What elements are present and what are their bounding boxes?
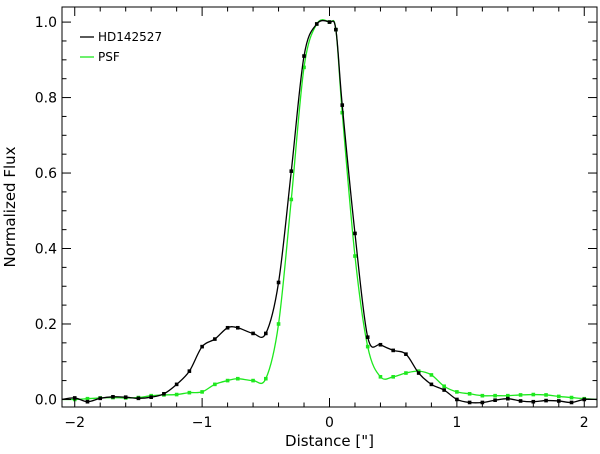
- data-point-hd142527: [174, 382, 179, 387]
- data-point-hd142527: [289, 169, 294, 173]
- y-tick-label: 1.0: [35, 15, 57, 31]
- x-tick-label: −1: [192, 415, 213, 431]
- data-point-psf: [480, 393, 485, 398]
- data-point-hd142527: [85, 399, 90, 404]
- data-point-hd142527: [187, 369, 192, 373]
- data-point-hd142527: [276, 280, 281, 285]
- data-point-hd142527: [365, 335, 370, 339]
- data-point-psf: [416, 369, 421, 373]
- data-point-hd142527: [149, 395, 153, 399]
- legend-label-psf: PSF: [98, 50, 120, 64]
- y-tick-label: 0.8: [35, 91, 57, 107]
- axes-layer: −2 −1 0 1 2 0.0 0.2 0.4 0.6 0.8 1.0: [35, 6, 598, 431]
- data-point-hd142527: [353, 231, 357, 236]
- data-point-hd142527: [569, 400, 574, 405]
- data-point-psf: [429, 373, 434, 377]
- data-point-hd142527: [556, 399, 561, 403]
- data-point-psf: [353, 254, 357, 258]
- data-point-psf: [85, 396, 90, 401]
- data-point-psf: [225, 378, 230, 383]
- x-axis-label: Distance ["]: [285, 432, 374, 450]
- data-point-hd142527: [531, 399, 536, 404]
- data-point-psf: [302, 65, 306, 70]
- y-tick-label: 0.4: [35, 242, 57, 258]
- plot-frame: [61, 6, 598, 408]
- data-point-hd142527: [98, 396, 103, 401]
- data-point-psf: [174, 392, 179, 397]
- data-point-hd142527: [467, 400, 472, 405]
- data-point-psf: [404, 371, 408, 375]
- data-point-hd142527: [416, 371, 421, 375]
- data-point-hd142527: [136, 396, 141, 401]
- data-point-psf: [493, 393, 497, 398]
- data-point-hd142527: [493, 398, 497, 403]
- data-point-hd142527: [442, 388, 446, 392]
- x-tick-label: 2: [580, 415, 589, 431]
- data-point-hd142527: [200, 344, 204, 349]
- data-point-hd142527: [213, 337, 217, 341]
- data-point-hd142527: [162, 391, 166, 396]
- data-point-psf: [289, 197, 294, 202]
- data-point-hd142527: [302, 54, 306, 58]
- legend-label-hd142527: HD142527: [98, 30, 162, 44]
- x-tick-label: 1: [452, 415, 461, 431]
- data-point-psf: [276, 322, 281, 326]
- x-tick-label: −2: [64, 415, 85, 431]
- data-point-hd142527: [391, 348, 395, 353]
- data-point-psf: [251, 378, 255, 383]
- data-point-psf: [455, 390, 459, 394]
- data-point-psf: [200, 390, 204, 394]
- data-point-hd142527: [123, 395, 128, 399]
- data-point-psf: [235, 376, 240, 381]
- data-point-hd142527: [544, 398, 548, 403]
- y-tick-label: 0.6: [35, 166, 57, 182]
- data-point-psf: [518, 393, 523, 397]
- series-line-hd142527: [62, 19, 597, 404]
- data-point-hd142527: [429, 382, 434, 387]
- data-point-hd142527: [327, 20, 332, 24]
- y-tick-label: 0.2: [35, 317, 57, 333]
- data-point-psf: [391, 375, 395, 379]
- data-point-hd142527: [404, 352, 408, 356]
- data-point-hd142527: [314, 22, 319, 26]
- data-point-hd142527: [225, 325, 230, 330]
- data-point-psf: [442, 384, 446, 389]
- data-point-hd142527: [334, 27, 338, 32]
- data-point-hd142527: [111, 395, 115, 399]
- data-point-psf: [213, 382, 217, 387]
- data-point-psf: [365, 344, 370, 349]
- data-point-psf: [556, 394, 561, 399]
- data-point-psf: [187, 390, 192, 395]
- data-point-hd142527: [340, 103, 345, 107]
- series-line-psf: [62, 19, 597, 401]
- data-point-psf: [569, 395, 574, 400]
- data-point-hd142527: [378, 342, 383, 347]
- data-point-hd142527: [264, 331, 268, 336]
- data-point-psf: [378, 375, 383, 379]
- legend: HD142527 PSF: [80, 30, 162, 64]
- data-point-hd142527: [235, 325, 240, 330]
- data-point-hd142527: [251, 331, 255, 336]
- data-point-psf: [340, 110, 345, 115]
- data-point-hd142527: [518, 399, 523, 403]
- y-tick-label: 0.0: [35, 392, 57, 408]
- data-point-hd142527: [506, 396, 510, 401]
- data-point-psf: [467, 391, 472, 396]
- plot-layer: [62, 19, 597, 405]
- data-point-psf: [531, 392, 536, 397]
- x-tick-label: 0: [325, 415, 334, 431]
- data-point-psf: [506, 393, 510, 398]
- data-point-hd142527: [480, 400, 485, 405]
- plot-area: [62, 19, 597, 405]
- data-point-psf: [544, 393, 548, 397]
- data-point-psf: [264, 376, 268, 381]
- data-point-hd142527: [72, 396, 77, 400]
- y-axis-label: Normalized Flux: [1, 146, 19, 267]
